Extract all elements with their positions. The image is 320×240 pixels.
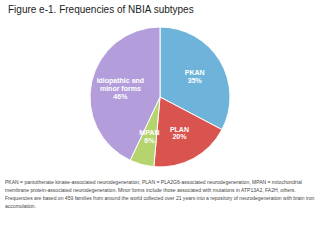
slice — [90, 27, 160, 160]
slice-value-label: 46% — [113, 93, 128, 100]
slice-category: PKAN — [185, 69, 205, 76]
title: Figure e-1. Frequencies of NBIA subtypes — [8, 4, 194, 15]
slice-labels: PKAN35% PLAN20% MPAN6% Idiopathic andminor … — [97, 69, 205, 144]
slice-value-label: 35% — [188, 77, 203, 84]
slice-value-label: 6% — [144, 137, 155, 144]
slice-category: Idiopathic andminor forms — [97, 77, 144, 92]
footnote: Frequencies are based on 459 families fr… — [5, 195, 315, 201]
slice — [154, 97, 222, 167]
footnote: membrane protein-associated neurodegener… — [5, 187, 296, 193]
footnote: accumulation. — [5, 203, 36, 209]
slice-value-label: 20% — [172, 133, 187, 140]
slice-category: MPAN — [139, 129, 159, 136]
footnote: PKAN = pantothenate kinase-associated ne… — [5, 179, 302, 185]
chart: Figure e-1. Frequencies of NBIA subtypes… — [0, 0, 320, 240]
slice-category: PLAN — [170, 125, 189, 132]
slices — [90, 27, 230, 167]
